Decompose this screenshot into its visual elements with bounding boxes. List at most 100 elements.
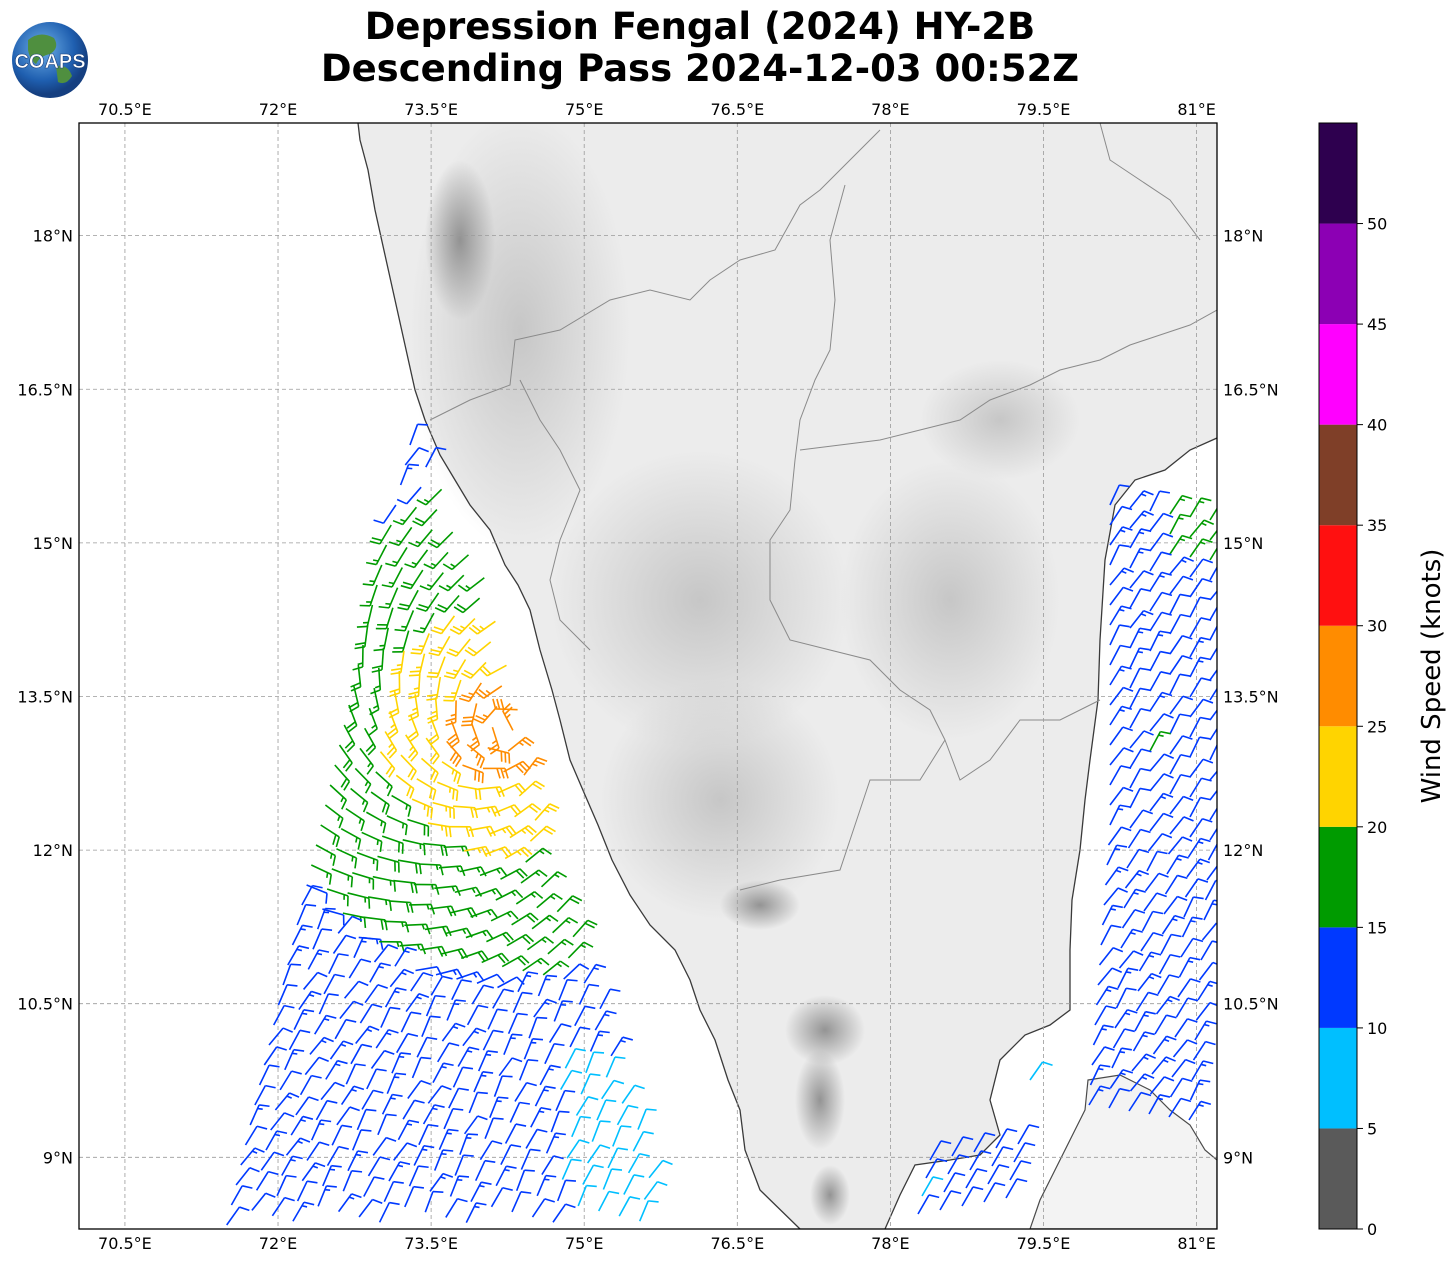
wind-barb [409,423,428,446]
wind-barb [596,1099,617,1121]
wind-barb [1149,730,1171,752]
wind-barb [1127,828,1151,849]
wind-barb [315,1099,338,1121]
wind-barb [1132,1031,1155,1052]
colorbar-tick-label: 10 [1367,1019,1387,1038]
wind-barb [925,1158,948,1179]
colorbar-segment [1319,223,1357,325]
wind-barb [431,615,456,635]
wind-barb [1169,654,1193,675]
wind-barb [425,446,447,468]
wind-barb [1100,924,1122,946]
wind-barb [599,988,621,1010]
wind-barb [514,1081,537,1102]
wind-barb [372,1136,397,1156]
wind-barb [1009,1160,1032,1181]
wind-barb [1209,807,1217,821]
wind-barb [385,547,408,567]
wind-barb [574,1005,596,1027]
wind-barb [520,1148,541,1170]
wind-barb [373,504,397,524]
lon-tick-label-bottom: 81°E [1177,1234,1215,1253]
wind-barb [474,685,503,699]
wind-barb [585,1051,605,1074]
colorbar-tick-label: 20 [1367,818,1387,837]
wind-barb [356,1108,377,1131]
wind-barb [1094,1005,1117,1026]
wind-barb [1183,896,1204,918]
wind-barb [529,825,556,842]
lat-tick-label-right: 15°N [1223,534,1263,553]
wind-barb [1209,565,1217,581]
lon-tick-label-top: 76.5°E [710,100,764,119]
wind-barb [348,958,372,979]
wind-barb [569,1026,591,1048]
wind-barb [324,804,344,829]
wind-barb [1178,956,1201,978]
wind-barb [1104,866,1129,886]
wind-barb [643,1180,668,1200]
wind-barb [461,661,487,679]
colorbar-segment [1319,625,1357,727]
wind-barb [445,700,457,726]
wind-barb [240,1147,265,1166]
wind-barb [1135,991,1159,1012]
wind-barb [368,707,378,736]
wind-barb [983,1182,1006,1203]
wind-barb [265,1130,288,1151]
wind-barb [973,1132,996,1153]
wind-barb [1109,686,1134,706]
wind-barb [427,531,454,549]
wind-barb [563,963,590,980]
wind-barb [506,933,535,947]
wind-barb [411,798,434,819]
wind-barb [364,727,377,756]
wind-barb [325,1059,348,1080]
lon-tick-label-top: 70.5°E [98,100,152,119]
wind-barb [1109,586,1134,606]
wind-barb [446,740,462,768]
wind-barb [392,506,418,526]
wind-barb [1121,909,1146,929]
wind-barb [424,1190,444,1213]
wind-barb [1138,951,1162,972]
lat-tick-label-right: 13.5°N [1223,687,1279,706]
wind-barb [525,847,552,863]
wind-barb [326,1145,349,1167]
wind-barb [400,569,424,590]
wind-barb [552,917,579,934]
wind-barb [1169,1077,1193,1098]
wind-barb [446,638,471,657]
wind-barb [336,848,358,869]
wind-barb [612,1125,632,1147]
wind-barb [359,584,378,607]
wind-barb [291,924,313,946]
lat-tick-label-left: 9°N [43,1148,73,1167]
wind-barb [1129,767,1151,789]
wind-barb [545,1132,566,1154]
wind-barb [602,1168,623,1190]
wind-barb [1166,854,1189,875]
wind-barb [425,994,446,1017]
colorbar-segment [1319,424,1357,526]
wind-barb [407,1080,431,1100]
wind-barb [276,1174,297,1196]
wind-barb [1206,864,1217,881]
wind-barb [1158,953,1181,975]
wind-barb [364,984,388,1004]
wind-barb [279,1070,302,1091]
wind-barb [329,1040,354,1060]
wind-barb [1189,577,1213,598]
wind-barb [1149,773,1174,792]
wind-barb [284,1048,305,1071]
lat-tick-label-left: 15°N [33,534,73,553]
wind-barb [1198,961,1217,981]
wind-barb [484,1117,504,1139]
wind-barb [1109,747,1134,766]
wind-barb [481,952,510,964]
colorbar-tick-label: 25 [1367,717,1387,736]
lat-tick-label-right: 10.5°N [1223,995,1279,1014]
wind-barb [422,1104,445,1125]
wind-barb [369,524,392,545]
wind-barb [1169,494,1193,515]
